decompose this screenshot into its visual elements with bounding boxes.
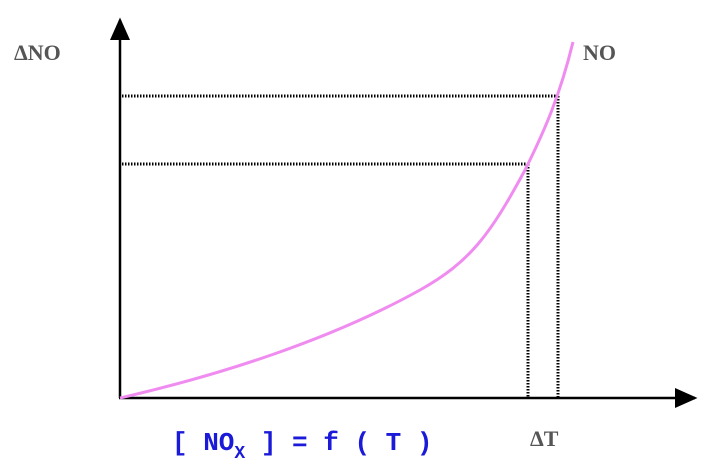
formula-subscript: X xyxy=(234,444,245,464)
y-axis-label: ΔNO xyxy=(14,40,61,65)
no-curve xyxy=(119,41,575,400)
formula-open: [ NO xyxy=(172,428,234,458)
formula: [ NOX ] = f ( T ) xyxy=(172,428,432,464)
guide-lines xyxy=(122,94,560,397)
x-axis-label: ΔT xyxy=(530,426,559,451)
curve-label: NO xyxy=(583,40,616,65)
formula-close: ] = f ( T ) xyxy=(245,428,432,458)
